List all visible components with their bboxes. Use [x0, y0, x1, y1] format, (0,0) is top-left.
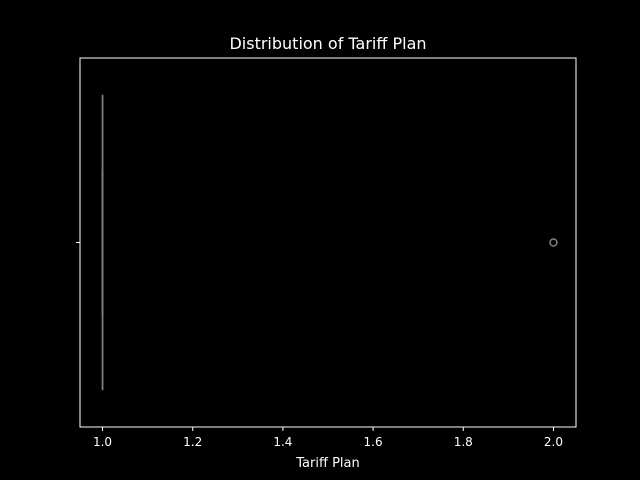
x-axis: 1.0 1.2 1.4 1.6 1.8 2.0 [93, 427, 563, 449]
x-tick-label: 1.8 [454, 435, 473, 449]
chart-title: Distribution of Tariff Plan [229, 34, 426, 53]
x-tick-label: 1.2 [183, 435, 202, 449]
x-tick-label: 1.6 [364, 435, 383, 449]
axes-frame [79, 57, 577, 428]
x-axis-label: Tariff Plan [295, 456, 359, 471]
x-tick-label: 2.0 [544, 435, 563, 449]
plot-area [79, 57, 577, 428]
x-tick-label: 1.0 [93, 435, 112, 449]
outlier-point [549, 238, 558, 247]
x-tick-label: 1.4 [273, 435, 292, 449]
